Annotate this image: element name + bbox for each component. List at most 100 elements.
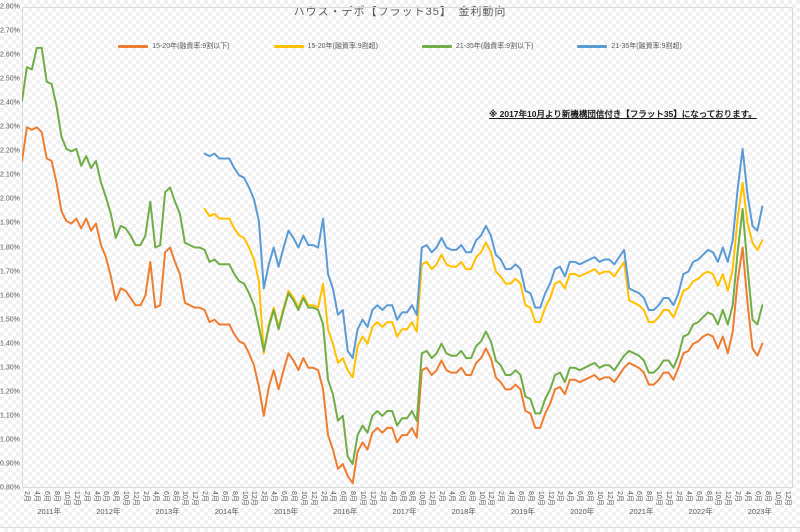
legend-item: 15-20年(融資率:9割以下) xyxy=(118,41,230,51)
x-axis-month-label: 10月 xyxy=(181,491,189,506)
annotation-note: ※ 2017年10月より新機構団信付き【フラット35】になっております。 xyxy=(489,109,757,119)
series-lines xyxy=(22,46,764,485)
x-axis-month-label: 4月 xyxy=(744,491,752,502)
legend-line-swatch xyxy=(422,44,452,48)
y-axis-label: 2.80% xyxy=(0,3,20,11)
legend-label: 21-35年(融資率:9割以下) xyxy=(456,43,534,50)
x-axis-month-label: 10月 xyxy=(536,491,544,506)
x-axis-month-label: 4月 xyxy=(507,491,515,502)
x-axis-month-label: 2月 xyxy=(201,491,209,502)
x-axis-month-label: 10月 xyxy=(122,491,130,506)
x-axis-month-label: 2月 xyxy=(438,491,446,502)
x-axis-month-label: 12月 xyxy=(546,491,554,506)
x-axis-year-label: 2020年 xyxy=(570,507,595,516)
x-axis-month-label: 4月 xyxy=(329,491,337,502)
x-axis-month-label: 12月 xyxy=(191,491,199,506)
x-axis-month-label: 6月 xyxy=(161,491,169,502)
x-axis-month-label: 8月 xyxy=(645,491,653,502)
x-axis-month-label: 6月 xyxy=(339,491,347,502)
x-axis-month-label: 8月 xyxy=(171,491,179,502)
x-axis-month-label: 10月 xyxy=(359,491,367,506)
x-axis-month-label: 4月 xyxy=(447,491,455,502)
x-axis-month-label: 10月 xyxy=(655,491,663,506)
x-axis-month-label: 6月 xyxy=(635,491,643,502)
x-axis-year-label: 2021年 xyxy=(629,507,654,516)
legend-item: 21-35年(融資率:9割以下) xyxy=(422,41,533,51)
x-axis-month-label: 10月 xyxy=(773,491,781,506)
y-axis-label: 1.30% xyxy=(0,364,20,372)
x-axis-month-label: 4月 xyxy=(151,491,159,502)
x-axis-month-label: 10月 xyxy=(240,491,248,506)
x-axis-month-label: 8月 xyxy=(526,491,534,502)
chart-title: ハウス・デポ【フラット35】 金利動向 xyxy=(293,6,507,18)
x-axis-month-label: 12月 xyxy=(428,491,436,506)
y-axis-label: 1.90% xyxy=(0,219,20,227)
x-axis-month-label: 10月 xyxy=(595,491,603,506)
x-axis-month-label: 4月 xyxy=(684,491,692,502)
x-axis-month-label: 8月 xyxy=(586,491,594,502)
x-axis-month-label: 8月 xyxy=(230,491,238,502)
x-axis-year-label: 2016年 xyxy=(333,507,358,516)
x-axis-month-label: 4月 xyxy=(210,491,218,502)
x-axis-month-label: 6月 xyxy=(457,491,465,502)
x-axis-year-label: 2023年 xyxy=(747,507,772,516)
y-axis-label: 1.00% xyxy=(0,436,20,444)
x-axis-year-label: 2018年 xyxy=(451,507,476,516)
x-axis-month-label: 2月 xyxy=(260,491,268,502)
plot-border xyxy=(22,7,793,488)
x-axis-month-label: 10月 xyxy=(299,491,307,506)
x-axis-month-label: 6月 xyxy=(102,491,110,502)
x-axis-month-label: 8月 xyxy=(704,491,712,502)
y-axis-label: 1.60% xyxy=(0,292,20,300)
y-axis-label: 2.10% xyxy=(0,171,20,179)
y-axis-label: 0.80% xyxy=(0,484,20,492)
x-axis-month-label: 12月 xyxy=(368,491,376,506)
legend-label: 15-20年(融資率:9割超) xyxy=(307,43,378,50)
x-axis-month-label: 12月 xyxy=(309,491,317,506)
x-axis-month-label: 6月 xyxy=(516,491,524,502)
y-axis-label: 1.10% xyxy=(0,412,20,420)
x-axis-year-label: 2013年 xyxy=(155,507,180,516)
x-axis-month-label: 12月 xyxy=(487,491,495,506)
x-axis-month-label: 8月 xyxy=(467,491,475,502)
x-axis-month-label: 6月 xyxy=(398,491,406,502)
y-axis-label: 2.70% xyxy=(0,27,20,35)
x-axis-month-label: 4月 xyxy=(92,491,100,502)
x-axis-year-label: 2015年 xyxy=(273,507,299,516)
series-line-21-35-over90 xyxy=(203,147,764,360)
legend-line-swatch xyxy=(273,44,304,48)
legend-line-swatch xyxy=(577,44,608,48)
legend-label: 15-20年(融資率:9割以下) xyxy=(152,43,230,50)
bottom-divider xyxy=(0,527,800,528)
x-axis-month-label: 8月 xyxy=(289,491,297,502)
x-axis-month-label: 6月 xyxy=(694,491,702,502)
x-axis-year-label: 2022年 xyxy=(688,507,713,516)
series-line-15-20-over90 xyxy=(203,181,764,379)
series-line-21-35-under90 xyxy=(22,46,764,465)
legend-line-swatch xyxy=(118,44,149,48)
legend-label: 21-35年(融資率:9割超) xyxy=(611,43,682,50)
x-axis-month-label: 4月 xyxy=(33,491,41,502)
x-axis-month-label: 2月 xyxy=(497,491,505,502)
x-axis-month-label: 6月 xyxy=(43,491,51,502)
x-axis-month-label: 8月 xyxy=(53,491,61,502)
x-axis-month-label: 2月 xyxy=(734,491,742,502)
x-axis-month-label: 10月 xyxy=(418,491,426,506)
y-axis-label: 1.50% xyxy=(0,316,20,324)
y-axis-label: 2.30% xyxy=(0,123,20,131)
x-axis-month-label: 6月 xyxy=(753,491,761,502)
y-axis-label: 1.20% xyxy=(0,388,20,396)
x-axis-month-label: 2月 xyxy=(23,491,31,502)
legend-item: 21-35年(融資率:9割超) xyxy=(577,41,682,51)
x-axis-year-label: 2011年 xyxy=(37,507,61,516)
x-axis-month-label: 2月 xyxy=(556,491,564,502)
x-axis-month-label: 12月 xyxy=(132,491,140,506)
x-axis-month-label: 2月 xyxy=(82,491,90,502)
y-axis-label: 2.20% xyxy=(0,147,20,155)
x-axis-month-label: 12月 xyxy=(72,491,80,506)
x-axis-month-label: 8月 xyxy=(112,491,120,502)
y-axis-label: 1.40% xyxy=(0,340,20,348)
x-axis-year-label: 2012年 xyxy=(96,507,121,516)
y-axis-label: 2.50% xyxy=(0,75,20,83)
